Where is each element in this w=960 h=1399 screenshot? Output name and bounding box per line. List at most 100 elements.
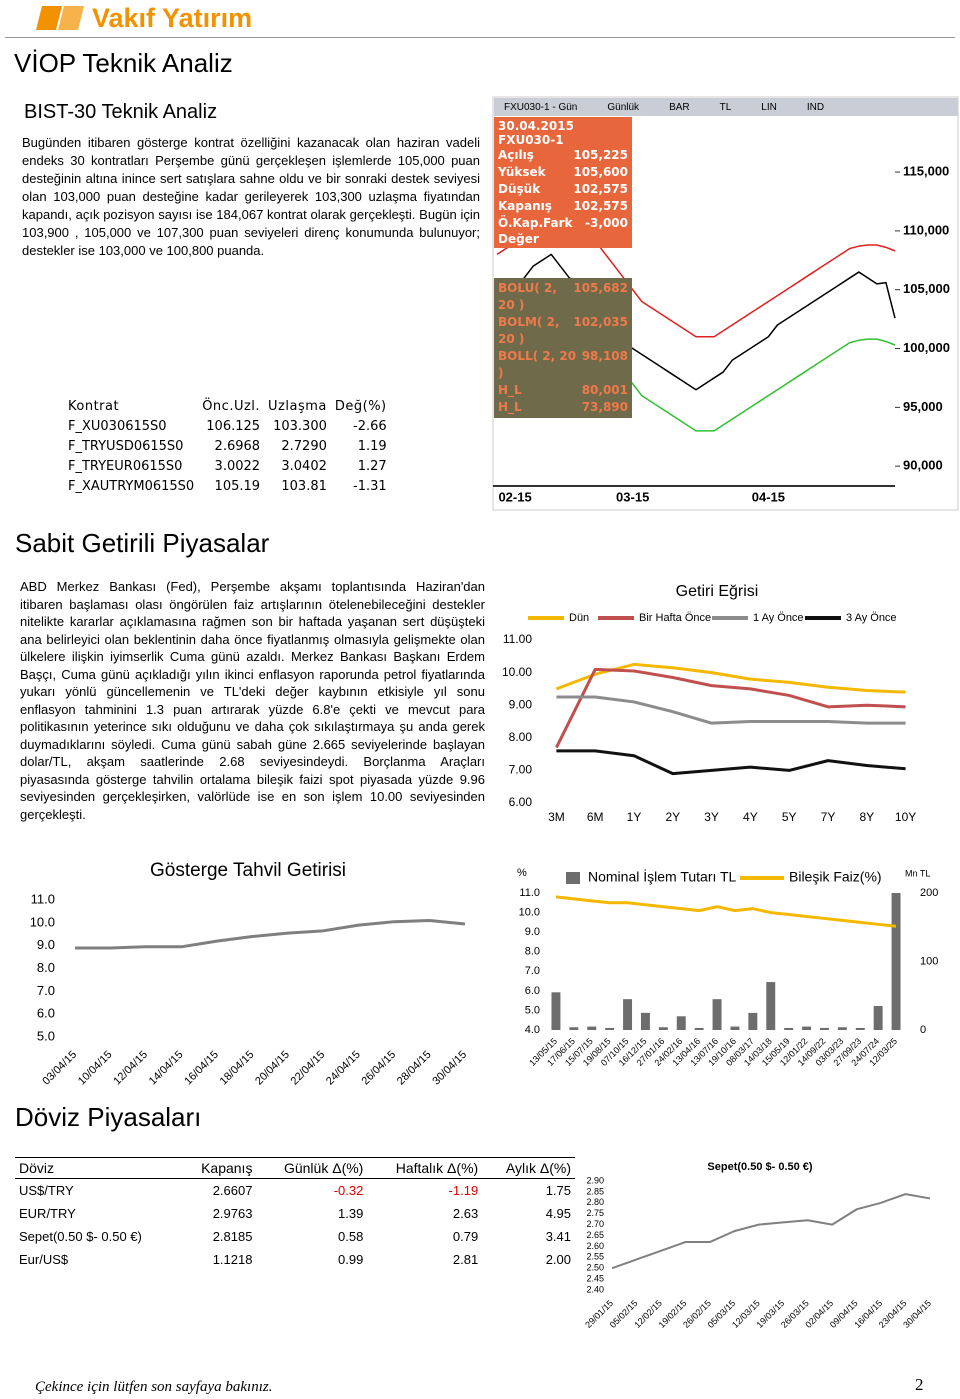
y-tick-label: 6.0 [37, 1006, 55, 1021]
column-header: Döviz [15, 1157, 182, 1179]
band-label: BOLM( 2, 20 ) [498, 315, 560, 346]
x-tick-label: 6M [587, 810, 604, 824]
legend-label: Bir Hafta Önce [639, 612, 711, 624]
y-tick-label: 5.0 [525, 1004, 540, 1016]
info-label: Yüksek [498, 165, 546, 179]
cell: 2.81 [452, 1252, 479, 1267]
x-tick-label: 18/04/15 [218, 1049, 257, 1088]
cell: -1.19 [448, 1183, 479, 1198]
y-tick-label: 8.0 [525, 946, 540, 958]
toolbar-item: Günlük [607, 101, 640, 113]
band-value: 105,682 [573, 281, 628, 295]
x-tick-label: 03-15 [616, 489, 649, 504]
cell: 3.41 [545, 1229, 571, 1244]
cell: -0.32 [333, 1183, 364, 1198]
legend-label: 1 Ay Önce [753, 612, 804, 624]
y-tick-label: 9.00 [509, 697, 533, 711]
bar [784, 1027, 794, 1030]
x-tick-label: 03/04/15 [40, 1049, 79, 1088]
cell: F_TRYEUR0615S0 [68, 458, 183, 474]
y-tick-label: 4.0 [525, 1024, 540, 1036]
info-label: Kapanış [498, 199, 552, 213]
y-tick-label: 90,000 [903, 458, 943, 473]
chart-title: Sepet(0.50 $- 0.50 €) [707, 1161, 813, 1173]
band-value: 102,035 [573, 315, 628, 329]
legend-label: Bileşik Faiz(%) [789, 869, 882, 885]
series-line [496, 253, 896, 391]
y-tick-label: 105,000 [903, 281, 950, 296]
cell: 4.95 [545, 1206, 571, 1221]
cell: Eur/US$ [19, 1252, 69, 1267]
section-heading: Sabit Getirili Piyasalar [15, 528, 270, 558]
y2-tick-label: 0 [920, 1024, 926, 1036]
series-line [75, 919, 466, 950]
x-tick-label: 1Y [627, 810, 642, 824]
bar [819, 1027, 829, 1030]
x-tick-label: 28/04/15 [395, 1049, 434, 1088]
cell: US$/TRY [19, 1183, 74, 1198]
cell: 2.9763 [212, 1206, 253, 1221]
legend-label: Nominal İşlem Tutarı TL [588, 868, 737, 885]
column-header: Günlük Δ(%) [256, 1157, 368, 1179]
bar [587, 1026, 597, 1030]
series-line [556, 749, 906, 776]
column-header: Önc.Uzl. [202, 398, 261, 414]
x-tick-label: 14/04/15 [147, 1049, 186, 1088]
info-value: 102,575 [573, 182, 628, 196]
band-label: H_L [498, 383, 522, 397]
cell: 2.6607 [212, 1183, 253, 1198]
x-tick-label: 16/04/15 [182, 1049, 221, 1088]
bar [551, 992, 561, 1030]
x-tick-label: 3M [548, 810, 565, 824]
cell: 2.00 [545, 1252, 571, 1267]
y2-tick-label: 100 [920, 955, 938, 967]
y-tick-label: 110,000 [903, 222, 949, 237]
x-tick-label: 22/04/15 [289, 1049, 328, 1088]
series-line [555, 667, 906, 749]
y-tick-label: 11.00 [503, 632, 532, 646]
band-row: BOLL( 2, 20 ) 98,108 [494, 348, 632, 382]
bar [730, 1026, 740, 1030]
y-tick-label: 6.00 [509, 795, 533, 809]
header-rule [5, 37, 955, 38]
y-tick-label: 5.0 [37, 1028, 55, 1043]
info-box: 30.04.2015 FXU030-1 Açılış 105,225 Yüksek 105… [494, 117, 632, 248]
toolbar-item: LIN [761, 101, 777, 113]
table-row: Eur/US$ 1.1218 0.99 2.81 2.00 [15, 1248, 575, 1271]
cell: 3.0022 [214, 458, 261, 474]
footer-note: Çekince için lütfen son sayfaya bakınız. [35, 1379, 273, 1395]
y-tick-label: 2.85 [586, 1186, 604, 1196]
info-symbol: FXU030-1 [498, 133, 564, 147]
column-header: Kapanış [181, 1157, 257, 1179]
bar [623, 999, 633, 1030]
cell: 2.63 [452, 1206, 479, 1221]
cell: 1.27 [357, 458, 387, 474]
band-row: BOLU( 2, 20 ) 105,682 [494, 280, 632, 314]
y-tick-label: 8.0 [37, 960, 55, 975]
y-tick-label: 9.0 [525, 926, 540, 938]
info-value: 102,575 [573, 199, 628, 213]
band-value: 80,001 [581, 383, 628, 397]
info-row: Yüksek 105,600 [494, 164, 632, 181]
column-header: Değ(%) [334, 398, 387, 414]
band-label: BOLU( 2, 20 ) [498, 281, 557, 312]
y-tick-label: 10.0 [30, 914, 55, 929]
y-tick-label: 2.90 [586, 1175, 604, 1185]
y-tick-label: 2.60 [586, 1241, 604, 1251]
cell: EUR/TRY [19, 1206, 76, 1221]
x-tick-label: 5Y [782, 810, 797, 824]
x-tick-label: 24/04/15 [324, 1049, 363, 1088]
table-header: Kontrat Önc.Uzl. Uzlaşma Değ(%) [64, 396, 391, 416]
axis-label: % [517, 867, 527, 879]
info-label: Düşük [498, 182, 541, 196]
bar [605, 1027, 615, 1030]
cell: 0.58 [338, 1229, 364, 1244]
x-tick-label: 12/04/15 [111, 1049, 150, 1088]
band-value: 73,890 [581, 400, 628, 414]
band-label: BOLL( 2, 20 ) [498, 349, 577, 380]
info-label: Ö.Kap.Fark [498, 216, 573, 230]
column-header: Uzlaşma [268, 398, 327, 414]
y-tick-label: 10.00 [502, 665, 532, 679]
